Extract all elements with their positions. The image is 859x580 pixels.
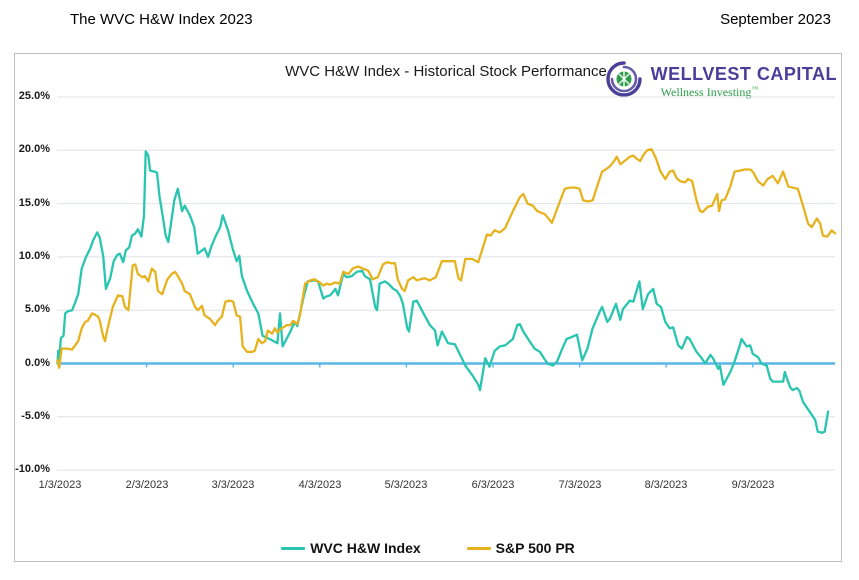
legend-item: WVC H&W Index	[281, 540, 421, 556]
y-tick-label: 5.0%	[24, 303, 50, 315]
y-tick-label: 15.0%	[18, 197, 50, 209]
x-tick-label: 3/3/2023	[211, 479, 255, 491]
chart-legend: WVC H&W Index S&P 500 PR	[14, 540, 842, 556]
x-tick-label: 7/3/2023	[558, 479, 602, 491]
report-title: The WVC H&W Index 2023	[70, 11, 253, 28]
legend-label: S&P 500 PR	[495, 540, 575, 556]
x-tick-label: 9/3/2023	[731, 479, 775, 491]
y-tick-label: 10.0%	[18, 250, 50, 262]
company-logo: WELLVEST CAPITAL Wellness Investing™	[605, 60, 837, 103]
y-tick-label: 20.0%	[18, 143, 50, 155]
legend-label: WVC H&W Index	[310, 540, 421, 556]
trademark-symbol: ™	[751, 84, 759, 93]
logo-wordmark: WELLVEST CAPITAL	[650, 63, 837, 84]
y-tick-label: 25.0%	[18, 90, 50, 102]
x-tick-label: 5/3/2023	[384, 479, 428, 491]
legend-item: S&P 500 PR	[466, 540, 575, 556]
wellvest-swirl-icon	[605, 60, 643, 103]
x-tick-label: 6/3/2023	[471, 479, 515, 491]
report-date: September 2023	[720, 11, 831, 28]
legend-line-swatch	[281, 546, 306, 550]
x-tick-label: 2/3/2023	[125, 479, 169, 491]
y-tick-label: -5.0%	[21, 410, 50, 422]
logo-tagline: Wellness Investing™	[660, 84, 759, 99]
y-tick-label: 0.0%	[24, 357, 50, 369]
x-tick-label: 4/3/2023	[298, 479, 342, 491]
x-tick-label: 1/3/2023	[38, 479, 82, 491]
y-tick-label: -10.0%	[15, 463, 50, 475]
legend-line-swatch	[466, 546, 491, 550]
chart-title: WVC H&W Index - Historical Stock Perform…	[285, 63, 607, 80]
x-tick-label: 8/3/2023	[644, 479, 688, 491]
